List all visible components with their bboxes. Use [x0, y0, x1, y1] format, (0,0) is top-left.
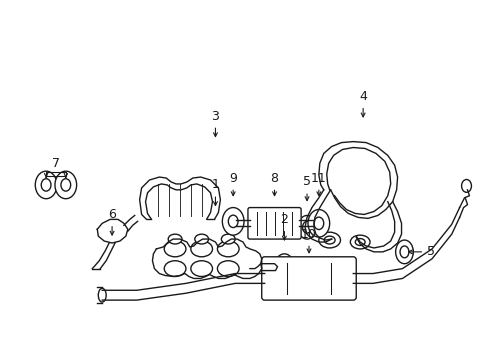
Text: 10: 10 — [301, 228, 316, 253]
Ellipse shape — [190, 261, 212, 276]
Ellipse shape — [190, 241, 212, 257]
Ellipse shape — [35, 171, 57, 199]
Text: 8: 8 — [270, 171, 278, 196]
Ellipse shape — [98, 288, 106, 302]
Ellipse shape — [274, 254, 294, 279]
Ellipse shape — [302, 221, 311, 233]
Text: 3: 3 — [211, 109, 219, 136]
FancyBboxPatch shape — [247, 208, 301, 239]
Ellipse shape — [164, 261, 185, 276]
Text: 7: 7 — [52, 157, 60, 170]
Ellipse shape — [194, 234, 208, 244]
Ellipse shape — [164, 241, 185, 257]
Ellipse shape — [395, 240, 412, 264]
Ellipse shape — [307, 210, 329, 237]
Ellipse shape — [221, 234, 235, 244]
Text: 6: 6 — [108, 208, 116, 235]
Ellipse shape — [298, 215, 315, 239]
Ellipse shape — [61, 179, 71, 191]
Ellipse shape — [168, 234, 182, 244]
Ellipse shape — [55, 171, 77, 199]
Text: 9: 9 — [229, 171, 237, 196]
Text: 4: 4 — [359, 90, 366, 117]
Ellipse shape — [313, 217, 323, 230]
Ellipse shape — [355, 239, 365, 246]
Ellipse shape — [41, 179, 51, 191]
Ellipse shape — [222, 208, 244, 235]
Ellipse shape — [228, 215, 238, 228]
Text: 11: 11 — [310, 171, 326, 196]
Text: 5: 5 — [303, 175, 310, 201]
Text: 1: 1 — [211, 179, 219, 206]
Ellipse shape — [217, 261, 239, 276]
FancyBboxPatch shape — [261, 257, 356, 300]
Ellipse shape — [217, 241, 239, 257]
Text: 2: 2 — [280, 213, 288, 240]
Text: 5: 5 — [407, 246, 434, 258]
Ellipse shape — [318, 232, 340, 248]
Ellipse shape — [349, 235, 369, 249]
Ellipse shape — [324, 236, 334, 244]
Ellipse shape — [279, 260, 289, 273]
Ellipse shape — [461, 180, 470, 192]
Ellipse shape — [399, 246, 408, 258]
